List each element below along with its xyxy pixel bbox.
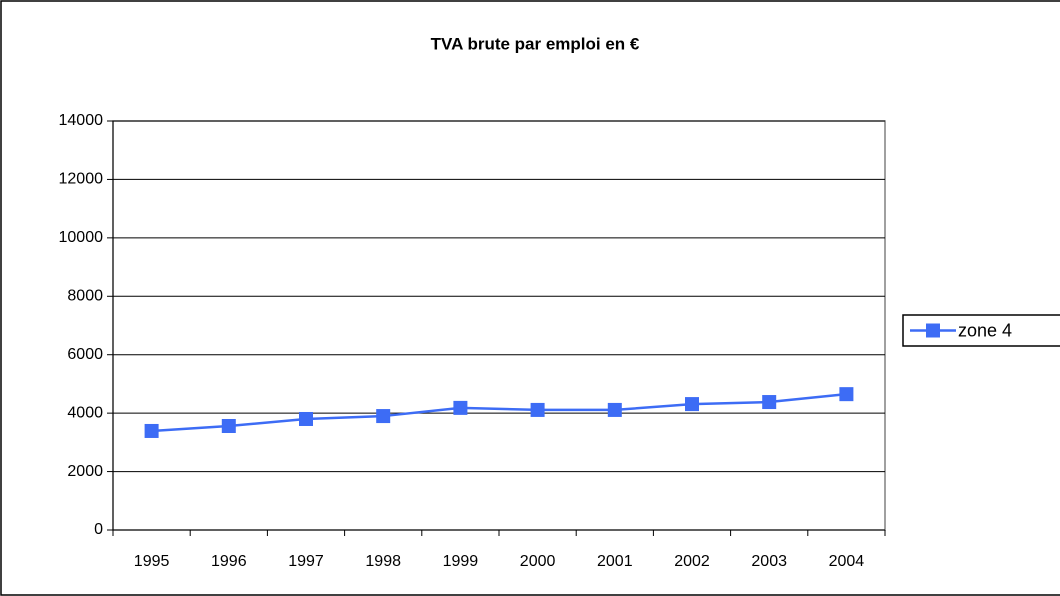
x-tick-label: 1999 [443,553,479,570]
x-tick-label: 2001 [597,553,633,570]
plot-area [112,120,886,531]
legend-label: zone 4 [958,320,1012,340]
x-tick-label: 2004 [829,553,865,570]
series-line [151,392,847,433]
data-point [685,397,699,412]
y-tick-label: 8000 [67,288,103,305]
x-tick-label: 1998 [365,553,401,570]
legend-marker [926,323,940,338]
data-point [762,395,777,410]
chart-title: TVA brute par emploi en € [431,34,640,53]
x-tick-label: 2003 [751,553,787,570]
y-tick-label: 6000 [67,346,103,363]
y-tick-label: 2000 [67,463,103,480]
data-point [299,411,313,426]
y-tick-label: 0 [94,521,103,538]
x-tick-label: 2002 [674,553,710,570]
data-point [221,418,236,433]
y-tick-label: 12000 [59,171,104,188]
data-point [839,387,854,402]
x-tick-label: 1996 [211,553,247,570]
x-tick-label: 1997 [288,553,324,570]
y-tick-label: 10000 [59,229,104,246]
data-point [607,402,622,417]
data-point [530,402,545,417]
x-tick-label: 1995 [134,553,170,570]
y-tick-label: 4000 [67,404,103,421]
x-tick-label: 2000 [520,553,556,570]
y-tick-label: 14000 [59,112,104,129]
data-point [144,423,159,438]
data-point [453,400,468,415]
data-point [376,409,391,424]
